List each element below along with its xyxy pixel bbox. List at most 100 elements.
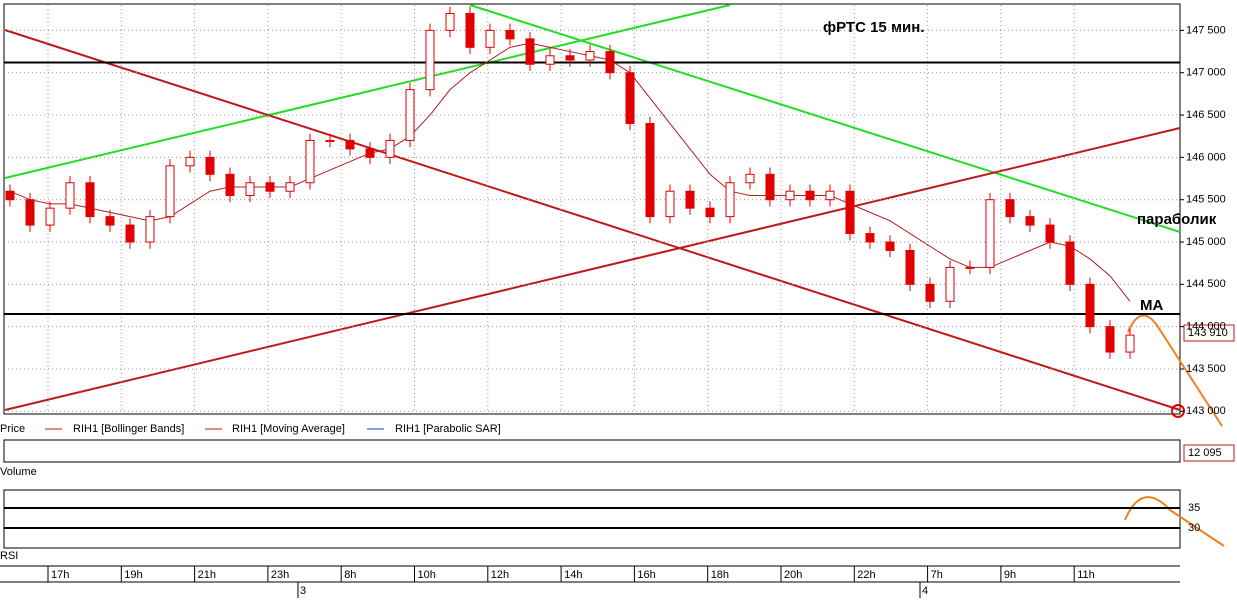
candle-body <box>485 29 495 48</box>
price-panel <box>3 3 1181 415</box>
candle-body <box>905 249 915 285</box>
candle-body <box>165 165 175 218</box>
candle-body <box>325 139 335 142</box>
candle-body <box>565 55 575 61</box>
candle-body <box>945 266 955 302</box>
candle-body <box>625 72 635 125</box>
candle-body <box>245 182 255 196</box>
x-tick-label: 14h <box>564 569 582 581</box>
chart-title: фРТС 15 мин. <box>823 19 925 36</box>
candle-body <box>385 139 395 158</box>
candle-body <box>45 207 55 226</box>
rsi-panel <box>3 489 1181 549</box>
y-tick-label: 143 500 <box>1186 363 1226 375</box>
trend-line <box>4 4 731 179</box>
candle-body <box>725 182 735 218</box>
candle-body <box>185 156 195 167</box>
candle-body <box>885 241 895 251</box>
volume-badge <box>1183 444 1235 462</box>
x-tick-label: 7h <box>931 569 943 581</box>
candle-body <box>645 123 655 218</box>
candle-body <box>205 156 215 175</box>
rsi-tick-label: 35 <box>1188 502 1200 514</box>
y-tick-label: 147 000 <box>1186 67 1226 79</box>
y-tick-label: 145 000 <box>1186 236 1226 248</box>
candle-body <box>1045 224 1055 243</box>
x-tick-label: 8h <box>344 569 356 581</box>
candle-body <box>1005 199 1015 218</box>
candle-body <box>125 224 135 243</box>
x-tick-label: 10h <box>418 569 436 581</box>
candle-body <box>285 182 295 192</box>
candle-body <box>425 29 435 91</box>
candle-body <box>405 89 415 141</box>
candle-body <box>1085 283 1095 328</box>
x-tick-label: 20h <box>784 569 802 581</box>
y-tick-label: 146 000 <box>1186 151 1226 163</box>
candle-body <box>85 182 95 218</box>
candle-body <box>65 182 75 209</box>
annotation: параболик <box>1137 211 1217 228</box>
x-tick-label: 11h <box>1077 569 1095 581</box>
y-tick-label: 144 500 <box>1186 278 1226 290</box>
candle-body <box>805 190 815 201</box>
candle-body <box>545 55 555 65</box>
candle-body <box>465 12 475 48</box>
candle-body <box>785 190 795 201</box>
x-tick-label: 21h <box>198 569 216 581</box>
forecast-arrow <box>1127 314 1223 427</box>
candle-body <box>345 139 355 150</box>
candle-body <box>745 173 755 184</box>
candle-body <box>765 173 775 201</box>
x-tick-label: 12h <box>491 569 509 581</box>
candle-body <box>305 139 315 184</box>
candle-body <box>25 199 35 226</box>
legend-item: Price <box>0 423 25 435</box>
price-badge <box>1183 324 1235 342</box>
candle-body <box>825 190 835 201</box>
x-tick-label: 22h <box>857 569 875 581</box>
date-label: 3 <box>300 585 306 597</box>
candle-body <box>525 38 535 65</box>
y-tick-label: 143 000 <box>1186 405 1226 417</box>
forecast-arrow <box>1124 496 1225 547</box>
y-tick-label: 147 500 <box>1186 24 1226 36</box>
candle-body <box>5 190 15 201</box>
x-tick-label: 16h <box>637 569 655 581</box>
trend-line <box>4 127 1181 411</box>
y-tick-label: 144 000 <box>1186 321 1226 333</box>
candle-body <box>1025 216 1035 226</box>
candle-body <box>605 51 615 74</box>
legend-item: RIH1 [Bollinger Bands] <box>73 423 184 435</box>
candle-body <box>665 190 675 218</box>
candle-body <box>445 12 455 31</box>
x-tick-label: 17h <box>51 569 69 581</box>
date-label: 4 <box>922 585 928 597</box>
candle-body <box>225 173 235 196</box>
trend-line <box>469 4 1181 233</box>
candle-body <box>1105 326 1115 353</box>
panel-label: RSI <box>0 550 18 562</box>
volume-panel <box>3 439 1181 463</box>
x-tick-label: 23h <box>271 569 289 581</box>
candle-body <box>505 29 515 40</box>
candle-body <box>845 190 855 235</box>
candle-body <box>865 233 875 243</box>
panel-label: Volume <box>0 466 37 478</box>
annotation: МА <box>1140 297 1163 314</box>
legend-item: RIH1 [Parabolic SAR] <box>395 423 501 435</box>
x-tick-label: 18h <box>711 569 729 581</box>
candle-body <box>265 182 275 192</box>
last-price: 143 910 <box>1188 327 1228 339</box>
candle-body <box>985 199 995 268</box>
candle-body <box>965 266 975 269</box>
x-tick-label: 19h <box>124 569 142 581</box>
candle-body <box>1125 334 1135 353</box>
candle-body <box>685 190 695 209</box>
x-tick-label: 9h <box>1004 569 1016 581</box>
candle-body <box>585 51 595 61</box>
volume-last: 12 095 <box>1188 447 1222 459</box>
trend-lines <box>4 4 1181 411</box>
